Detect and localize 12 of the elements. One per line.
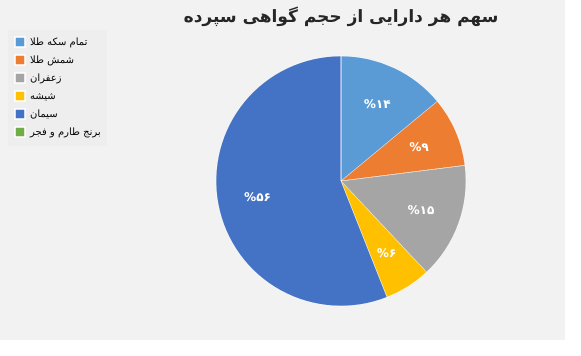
data-label: %۱۵ (408, 202, 434, 217)
data-label: %۵۶ (244, 190, 271, 204)
legend-label: سیمان (30, 109, 58, 120)
legend-label: شیشه (30, 91, 56, 102)
legend-label: برنج طارم و فجر (29, 127, 101, 138)
chart-title: سهم هر دارایی از حجم گواهی سپرده (184, 6, 498, 27)
legend-label: تمام سکه طلا (30, 37, 88, 48)
data-label: %۶ (376, 246, 396, 260)
data-label: %۱۴ (364, 97, 391, 112)
legend-label: زعفران (30, 73, 62, 84)
legend-label: شمش طلا (30, 55, 74, 66)
data-label: %۹ (409, 140, 430, 154)
